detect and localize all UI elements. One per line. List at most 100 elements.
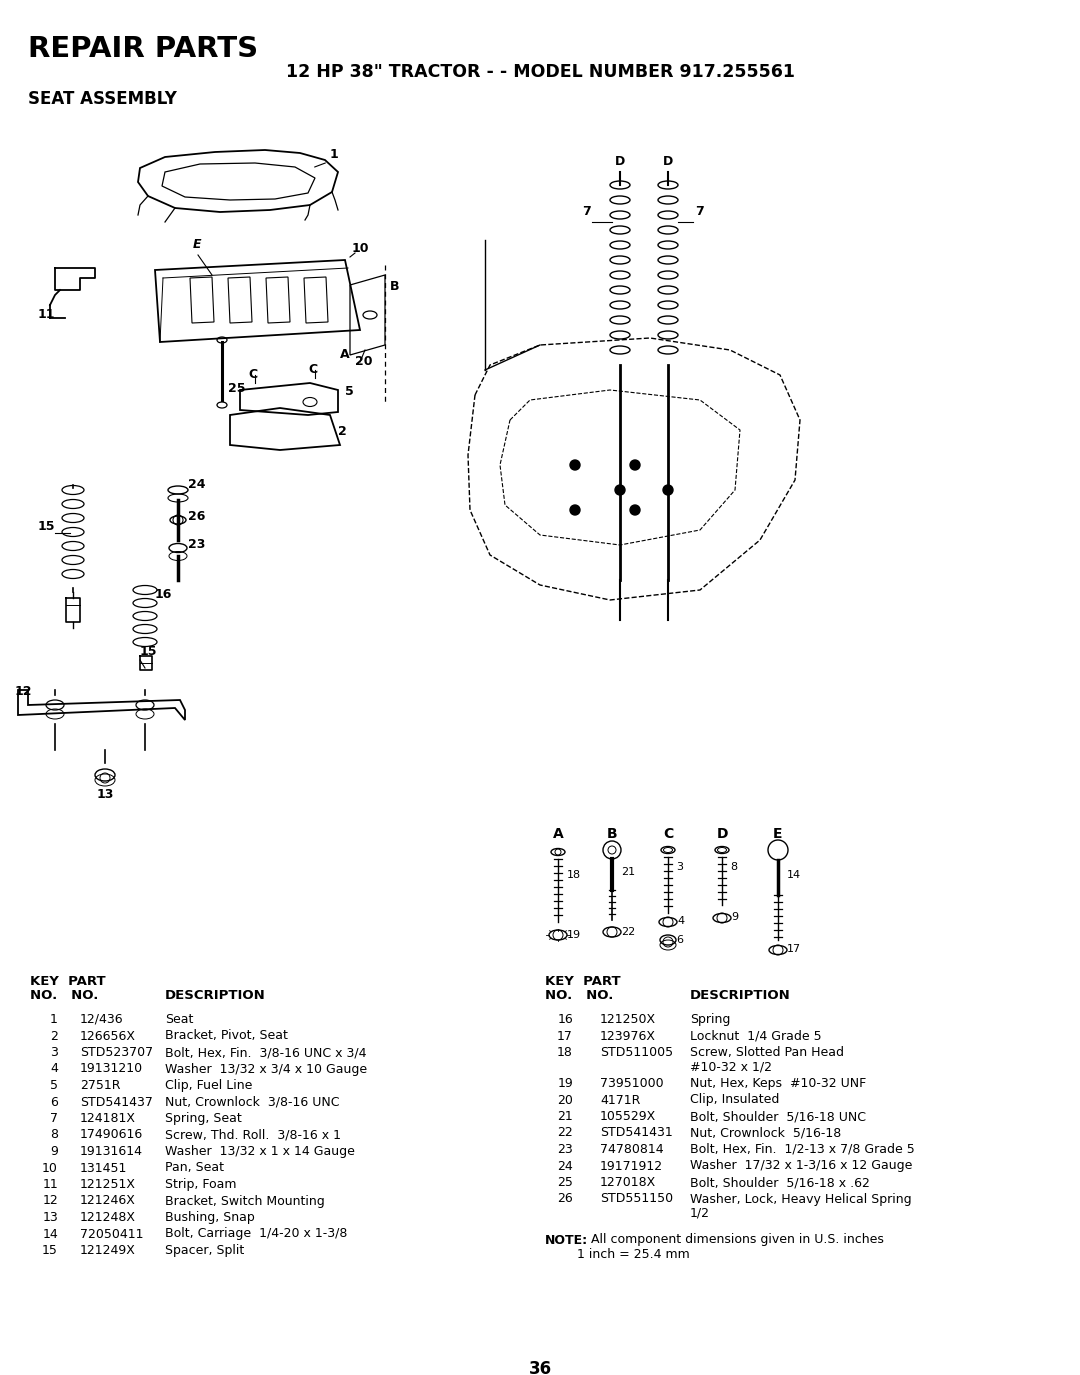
- Text: 1/2: 1/2: [690, 1207, 710, 1220]
- Text: 16: 16: [156, 588, 173, 601]
- Text: KEY  PART: KEY PART: [30, 975, 106, 989]
- Text: 5: 5: [345, 385, 354, 397]
- Text: 19131614: 19131614: [80, 1145, 143, 1158]
- Text: 14: 14: [42, 1228, 58, 1240]
- Text: 4171R: 4171R: [600, 1093, 640, 1107]
- Circle shape: [663, 485, 673, 495]
- Text: 19131210: 19131210: [80, 1063, 144, 1075]
- Text: 23: 23: [188, 538, 205, 551]
- Text: A: A: [340, 348, 350, 362]
- Text: NOTE:: NOTE:: [545, 1233, 589, 1247]
- Text: 12 HP 38" TRACTOR - - MODEL NUMBER 917.255561: 12 HP 38" TRACTOR - - MODEL NUMBER 917.2…: [285, 63, 795, 81]
- Text: STD523707: STD523707: [80, 1046, 153, 1059]
- Text: 17: 17: [557, 1030, 573, 1042]
- Circle shape: [630, 505, 640, 516]
- Text: 9: 9: [50, 1145, 58, 1158]
- Text: Spring: Spring: [690, 1013, 730, 1026]
- Text: Clip, Insulated: Clip, Insulated: [690, 1093, 780, 1107]
- Text: 24: 24: [557, 1159, 573, 1173]
- Text: A: A: [553, 826, 564, 842]
- Text: 121250X: 121250X: [600, 1013, 657, 1026]
- Text: SEAT ASSEMBLY: SEAT ASSEMBLY: [28, 89, 177, 109]
- Circle shape: [570, 505, 580, 516]
- Text: 25: 25: [557, 1176, 573, 1189]
- Text: 105529X: 105529X: [600, 1110, 657, 1123]
- Text: Washer  13/32 x 3/4 x 10 Gauge: Washer 13/32 x 3/4 x 10 Gauge: [165, 1063, 367, 1075]
- Text: D: D: [716, 826, 728, 842]
- Text: Washer, Lock, Heavy Helical Spring: Washer, Lock, Heavy Helical Spring: [690, 1192, 912, 1206]
- Text: 24: 24: [188, 478, 205, 491]
- Text: Bracket, Switch Mounting: Bracket, Switch Mounting: [165, 1195, 325, 1207]
- Text: 16: 16: [557, 1013, 573, 1026]
- Text: 121249X: 121249X: [80, 1244, 136, 1257]
- Text: Screw, Slotted Pan Head: Screw, Slotted Pan Head: [690, 1046, 843, 1059]
- Text: 124181X: 124181X: [80, 1112, 136, 1125]
- Text: 12: 12: [15, 685, 32, 698]
- Text: #10-32 x 1/2: #10-32 x 1/2: [690, 1060, 772, 1074]
- Text: Locknut  1/4 Grade 5: Locknut 1/4 Grade 5: [690, 1030, 822, 1042]
- Text: 19: 19: [567, 930, 581, 941]
- Text: B: B: [607, 826, 618, 842]
- Text: 12/436: 12/436: [80, 1013, 123, 1026]
- Text: Seat: Seat: [165, 1013, 193, 1026]
- Text: Strip, Foam: Strip, Foam: [165, 1178, 237, 1191]
- Text: 10: 10: [42, 1162, 58, 1174]
- Text: 19: 19: [557, 1077, 573, 1090]
- Text: All component dimensions given in U.S. inches: All component dimensions given in U.S. i…: [588, 1233, 883, 1247]
- Text: STD541431: STD541431: [600, 1126, 673, 1140]
- Text: 1: 1: [50, 1013, 58, 1026]
- Text: Pan, Seat: Pan, Seat: [165, 1162, 224, 1174]
- Text: D: D: [663, 155, 673, 168]
- Text: D: D: [615, 155, 625, 168]
- Text: 7: 7: [582, 205, 591, 219]
- Text: 74780814: 74780814: [600, 1143, 663, 1156]
- Text: 8: 8: [730, 862, 738, 872]
- Text: Spring, Seat: Spring, Seat: [165, 1112, 242, 1125]
- Text: Washer  17/32 x 1-3/16 x 12 Gauge: Washer 17/32 x 1-3/16 x 12 Gauge: [690, 1159, 913, 1173]
- Circle shape: [570, 461, 580, 470]
- Text: 36: 36: [528, 1360, 552, 1375]
- Text: 4: 4: [677, 916, 684, 925]
- Text: 7: 7: [696, 205, 704, 219]
- Text: Bracket, Pivot, Seat: Bracket, Pivot, Seat: [165, 1030, 288, 1042]
- Text: Bushing, Snap: Bushing, Snap: [165, 1211, 255, 1224]
- Text: Bolt, Shoulder  5/16-18 x .62: Bolt, Shoulder 5/16-18 x .62: [690, 1176, 869, 1189]
- Text: 18: 18: [557, 1046, 573, 1059]
- Text: 131451: 131451: [80, 1162, 127, 1174]
- Text: NO.   NO.: NO. NO.: [545, 989, 613, 1002]
- Text: 1: 1: [330, 148, 339, 161]
- Text: 72050411: 72050411: [80, 1228, 144, 1240]
- Text: 127018X: 127018X: [600, 1176, 657, 1189]
- Text: 22: 22: [621, 927, 635, 936]
- Text: 21: 21: [557, 1110, 573, 1123]
- Text: 22: 22: [557, 1126, 573, 1140]
- Text: 10: 10: [352, 242, 369, 254]
- Text: 14: 14: [787, 870, 801, 880]
- Text: Bolt, Shoulder  5/16-18 UNC: Bolt, Shoulder 5/16-18 UNC: [690, 1110, 866, 1123]
- Text: Washer  13/32 x 1 x 14 Gauge: Washer 13/32 x 1 x 14 Gauge: [165, 1145, 355, 1158]
- Text: 25: 25: [228, 382, 245, 395]
- Text: 8: 8: [50, 1129, 58, 1141]
- Text: 6: 6: [676, 935, 683, 945]
- Text: 4: 4: [50, 1063, 58, 1075]
- Text: Screw, Thd. Roll.  3/8-16 x 1: Screw, Thd. Roll. 3/8-16 x 1: [165, 1129, 341, 1141]
- Text: 15: 15: [38, 520, 55, 534]
- Text: 2751R: 2751R: [80, 1079, 121, 1092]
- Text: 73951000: 73951000: [600, 1077, 663, 1090]
- Text: 2: 2: [50, 1030, 58, 1042]
- Text: B: B: [390, 280, 400, 293]
- Text: C: C: [308, 363, 318, 375]
- Text: DESCRIPTION: DESCRIPTION: [165, 989, 266, 1002]
- Text: 121246X: 121246X: [80, 1195, 136, 1207]
- Text: 1 inch = 25.4 mm: 1 inch = 25.4 mm: [545, 1247, 690, 1261]
- Text: 11: 11: [38, 308, 55, 320]
- Text: STD511005: STD511005: [600, 1046, 673, 1059]
- Text: 123976X: 123976X: [600, 1030, 656, 1042]
- Text: 11: 11: [42, 1178, 58, 1191]
- Text: 15: 15: [140, 645, 158, 659]
- Text: KEY  PART: KEY PART: [545, 975, 621, 989]
- Circle shape: [630, 461, 640, 470]
- Text: Nut, Crownlock  3/8-16 UNC: Nut, Crownlock 3/8-16 UNC: [165, 1096, 339, 1108]
- Text: 7: 7: [50, 1112, 58, 1125]
- Text: 2: 2: [338, 425, 347, 439]
